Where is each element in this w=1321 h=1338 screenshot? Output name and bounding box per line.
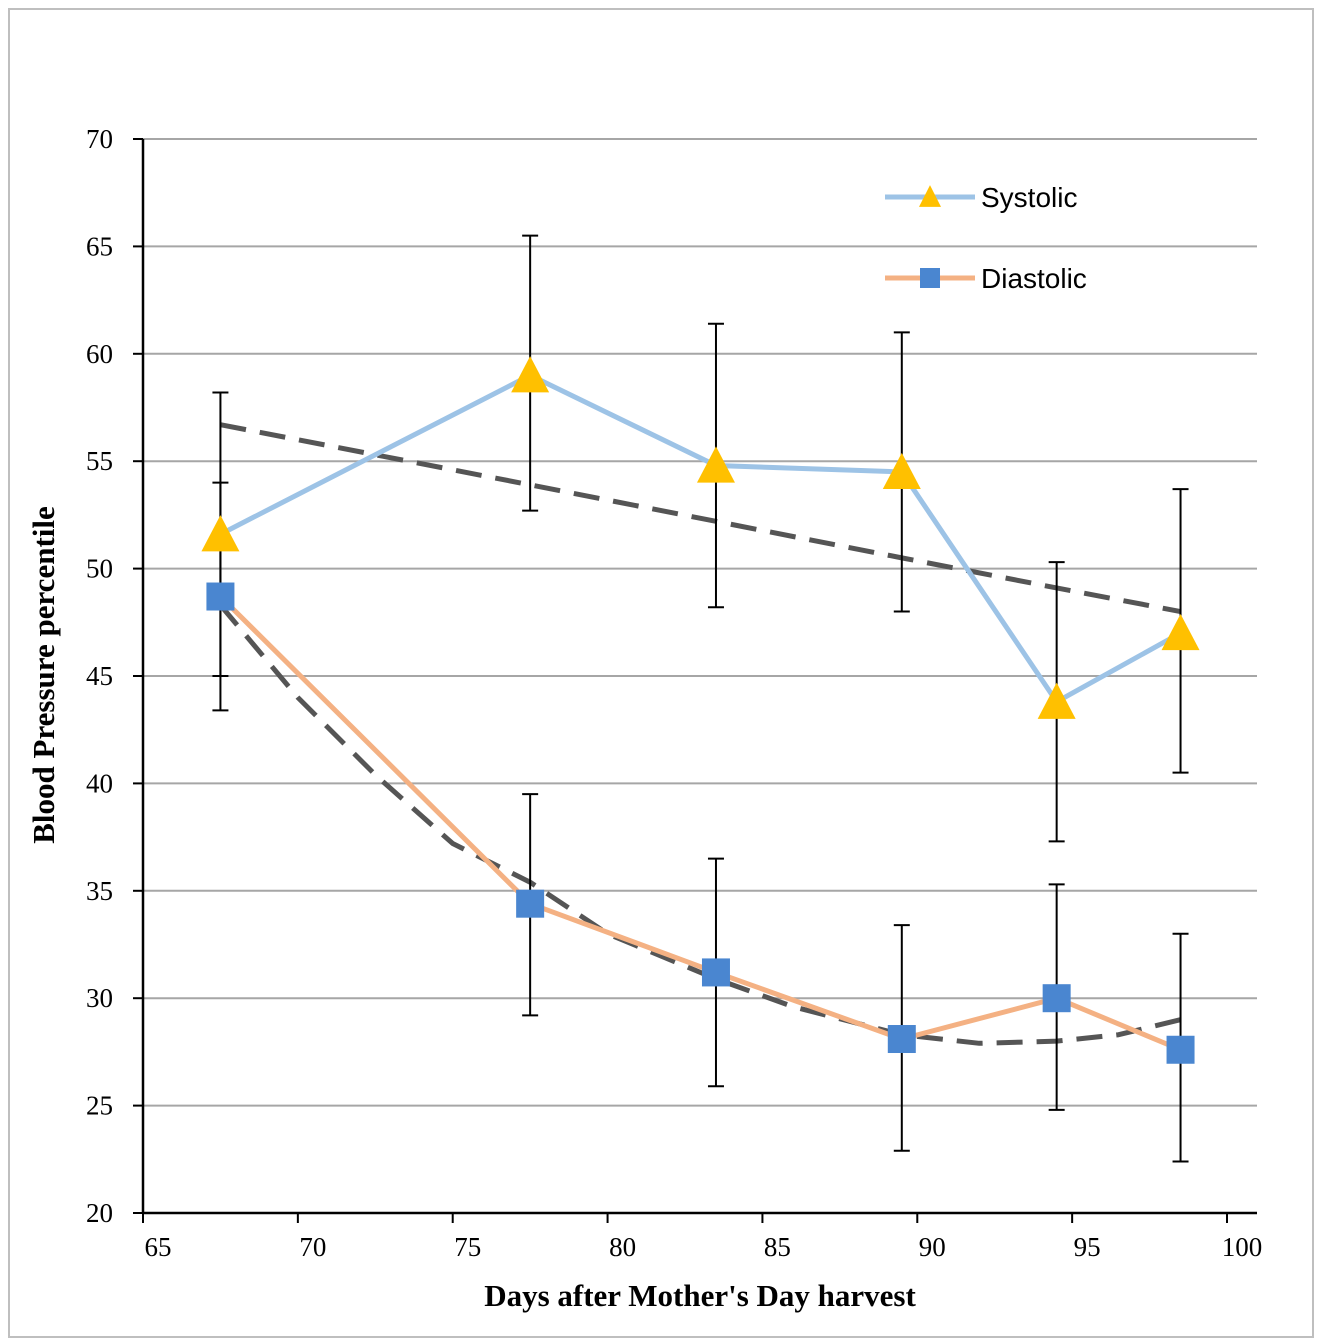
diastolic-point bbox=[516, 889, 545, 918]
y-tick-label: 45 bbox=[86, 661, 113, 691]
legend: Systolic Diastolic bbox=[885, 182, 1087, 294]
systolic-point bbox=[511, 356, 550, 393]
y-tick-label: 35 bbox=[86, 876, 113, 906]
y-tick-label: 30 bbox=[86, 983, 113, 1013]
systolic-point bbox=[882, 452, 921, 490]
systolic-line bbox=[219, 372, 1182, 705]
diastolic-point bbox=[1166, 1035, 1195, 1064]
x-tick-label: 65 bbox=[145, 1232, 172, 1262]
systolic-point bbox=[1161, 613, 1200, 651]
x-tick-label: 80 bbox=[609, 1232, 636, 1262]
x-tick-label: 100 bbox=[1222, 1232, 1263, 1262]
data-markers bbox=[201, 356, 1200, 1064]
chart-frame bbox=[8, 8, 1314, 1338]
systolic-point bbox=[696, 446, 735, 483]
error-bars bbox=[212, 234, 1189, 1163]
legend-diastolic-label: Diastolic bbox=[981, 263, 1087, 294]
y-tick-label: 65 bbox=[86, 231, 113, 261]
x-tick-label: 85 bbox=[764, 1232, 791, 1262]
systolic-point bbox=[201, 515, 240, 552]
x-tick-label: 75 bbox=[454, 1232, 481, 1262]
axes: 20 25 30 35 40 45 50 55 60 65 70 65 70 75 80 85 90 95 100 bbox=[86, 124, 1262, 1262]
diastolic-line bbox=[218, 594, 1182, 1053]
x-tick-label: 90 bbox=[919, 1232, 946, 1262]
x-tick-label: 70 bbox=[299, 1232, 326, 1262]
systolic-trendline bbox=[219, 422, 1182, 615]
x-axis-title: Days after Mother's Day harvest bbox=[484, 1278, 916, 1313]
legend-diastolic-marker bbox=[920, 268, 940, 288]
diastolic-point bbox=[887, 1025, 916, 1054]
y-tick-label: 60 bbox=[86, 339, 113, 369]
diastolic-point bbox=[1042, 984, 1071, 1013]
legend-systolic-label: Systolic bbox=[981, 182, 1077, 213]
y-tick-label: 55 bbox=[86, 446, 113, 476]
diastolic-point bbox=[701, 958, 730, 987]
y-tick-label: 40 bbox=[86, 768, 113, 798]
y-tick-label: 70 bbox=[86, 124, 113, 154]
y-axis-title: Blood Pressure percentile bbox=[26, 506, 61, 844]
y-tick-label: 20 bbox=[86, 1198, 113, 1228]
trendlines bbox=[218, 422, 1182, 1046]
gridlines bbox=[143, 138, 1257, 1107]
legend-systolic-marker bbox=[919, 185, 941, 207]
diastolic-point bbox=[206, 582, 235, 611]
systolic-point bbox=[1037, 682, 1076, 719]
x-tick-label: 95 bbox=[1074, 1232, 1101, 1262]
y-tick-label: 25 bbox=[86, 1091, 113, 1121]
data-series bbox=[218, 372, 1182, 1053]
y-tick-label: 50 bbox=[86, 554, 113, 584]
